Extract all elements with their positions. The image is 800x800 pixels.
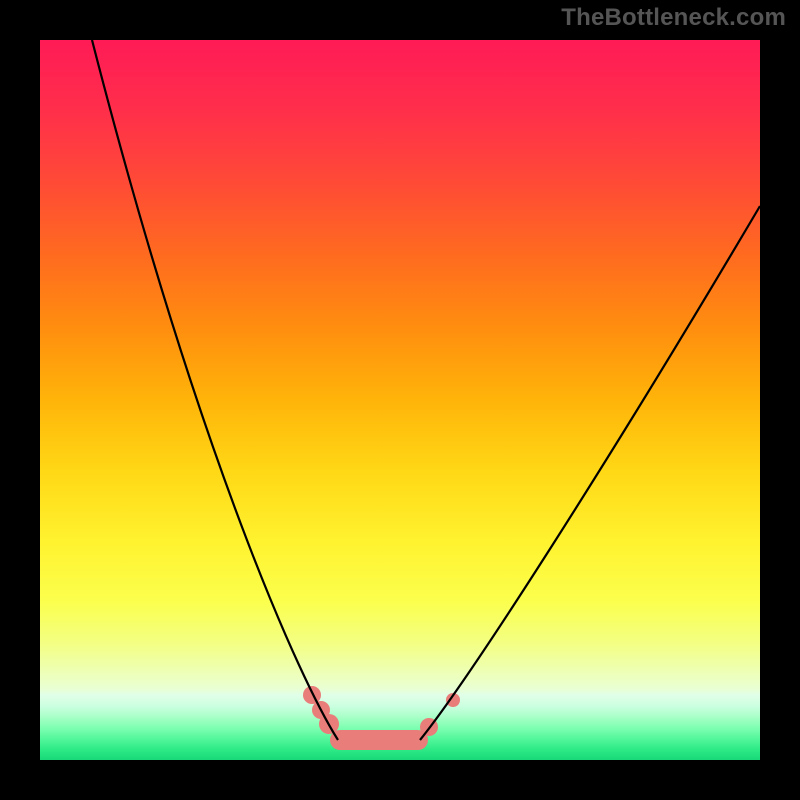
figure-frame: TheBottleneck.com: [0, 0, 800, 800]
chart-background: [40, 40, 760, 760]
watermark-text: TheBottleneck.com: [561, 4, 786, 32]
plot-area: [40, 40, 760, 760]
chart-svg: [40, 40, 760, 760]
